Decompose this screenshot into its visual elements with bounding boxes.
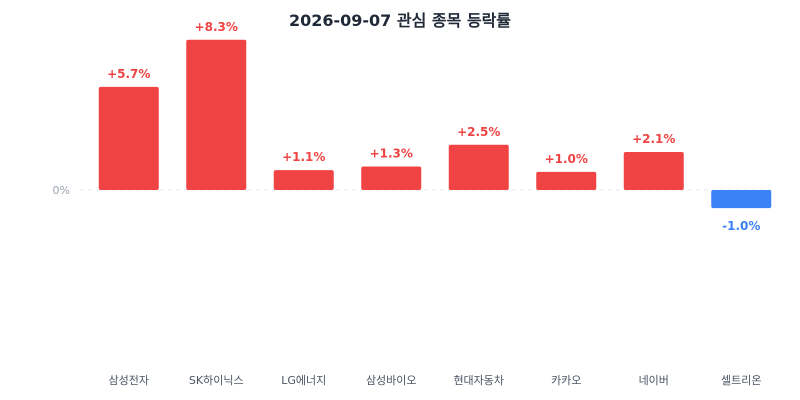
bar-3 [361,166,422,190]
data-label-1: +8.3% [195,20,238,34]
x-tick-label-5: 카카오 [551,374,581,387]
bar-1 [186,39,247,190]
x-tick-label-1: SK하이닉스 [189,373,244,387]
bar-4 [448,144,509,190]
data-label-7: -1.0% [722,219,760,233]
bar-7 [711,190,772,209]
x-tick-label-6: 네이버 [639,374,669,387]
bar-2 [273,170,334,190]
data-label-5: +1.0% [545,152,588,166]
data-label-2: +1.1% [282,150,325,164]
bar-5 [536,171,597,190]
bar-6 [623,151,684,190]
data-label-6: +2.1% [632,132,675,146]
x-tick-label-0: 삼성전자 [109,374,149,387]
bars-group: +5.7% 삼성전자 +8.3% SK하이닉스 +1.1% LG에너지 +1.3% 삼성바이오… [98,20,772,387]
x-tick-label-3: 삼성바이오 [366,374,417,387]
bar-0 [98,86,159,190]
x-tick-label-7: 셀트리온 [721,374,761,387]
data-label-0: +5.7% [107,67,150,81]
data-label-3: +1.3% [370,146,413,160]
zero-tick-label: 0% [53,184,70,197]
x-tick-label-4: 현대자동차 [453,374,504,387]
chart-title: 2026-09-07 관심 종목 등락률 [288,11,512,30]
data-label-4: +2.5% [457,125,500,139]
x-tick-label-2: LG에너지 [281,374,326,387]
